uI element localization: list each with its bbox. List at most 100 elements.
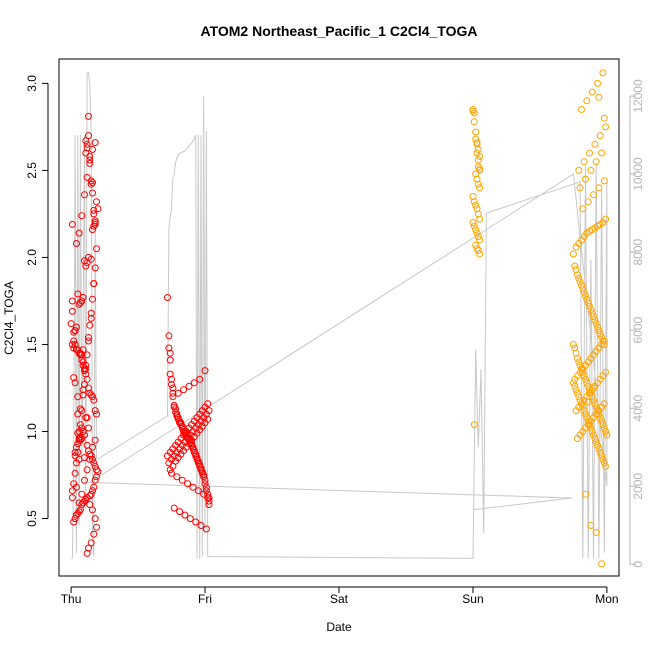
chart-title: ATOM2 Northeast_Pacific_1 C2Cl4_TOGA: [201, 23, 478, 39]
data-point: [71, 469, 79, 477]
data-point: [78, 212, 86, 220]
data-point: [185, 382, 193, 390]
data-point: [68, 487, 76, 495]
data-point: [82, 262, 90, 270]
data-point: [74, 290, 82, 298]
data-point: [174, 389, 182, 397]
data-point: [473, 229, 481, 237]
data-point: [196, 375, 204, 383]
data-point: [202, 483, 210, 491]
y-tick-label: 1.0: [25, 423, 39, 440]
data-point: [94, 468, 102, 476]
data-point: [582, 375, 589, 383]
data-point: [469, 193, 477, 200]
data-point: [576, 184, 584, 192]
data-point: [204, 490, 212, 498]
data-point: [586, 302, 593, 310]
data-point: [76, 299, 84, 307]
data-point: [86, 450, 94, 458]
data-point: [595, 184, 603, 192]
altitude-line-layer: [71, 72, 608, 559]
data-point: [205, 497, 213, 505]
data-point: [68, 297, 76, 305]
data-point: [596, 132, 604, 140]
data-point: [89, 226, 96, 234]
y2-tick-label: 10000: [631, 157, 645, 191]
y-axis-left: 0.5 1.0 1.5 2.0 2.5 3.0: [25, 75, 49, 527]
data-point: [76, 351, 84, 359]
data-point: [588, 88, 596, 96]
data-point: [89, 443, 96, 451]
data-point: [83, 140, 91, 148]
data-point: [72, 443, 80, 451]
data-point: [68, 494, 76, 502]
data-point: [588, 428, 596, 435]
data-point: [164, 294, 171, 301]
data-point: [189, 483, 197, 491]
data-point: [68, 341, 76, 348]
data-point: [579, 403, 587, 411]
data-point: [82, 149, 90, 157]
data-point: [75, 349, 83, 357]
data-point: [583, 295, 591, 303]
y-axis-right: 0 2000 4000 6000 8000 10000 12000: [629, 79, 645, 568]
data-point: [572, 386, 580, 394]
y-tick-label: 2.5: [25, 162, 39, 179]
altitude-series-line: [71, 72, 608, 559]
data-point: [200, 490, 208, 498]
data-point: [86, 153, 94, 160]
data-point: [596, 330, 604, 338]
data-point: [590, 191, 597, 199]
data-point: [168, 469, 175, 477]
data-point: [89, 455, 96, 463]
data-point: [473, 140, 481, 148]
data-point: [81, 381, 88, 388]
data-point: [200, 473, 208, 481]
data-point: [68, 307, 76, 315]
data-point: [91, 139, 99, 147]
data-point: [473, 205, 481, 213]
data-point: [578, 106, 585, 113]
data-point: [470, 118, 478, 126]
data-point: [75, 435, 83, 442]
data-point: [600, 459, 608, 467]
data-point: [584, 299, 592, 307]
data-point: [70, 337, 78, 345]
data-point: [595, 445, 603, 453]
data-point: [204, 400, 212, 408]
data-point: [602, 123, 610, 131]
data-point: [72, 459, 80, 467]
data-point: [75, 229, 83, 237]
data-point: [75, 300, 83, 308]
data-point: [588, 309, 596, 317]
x-axis: Thu Fri Sat Sun Mon: [61, 586, 619, 606]
data-point: [580, 407, 588, 415]
data-point: [470, 109, 478, 117]
data-point: [602, 215, 610, 223]
data-point: [580, 158, 588, 166]
data-point: [569, 341, 577, 348]
data-point: [85, 337, 92, 345]
data-point: [83, 414, 91, 422]
data-point: [473, 175, 481, 183]
data-point: [87, 314, 95, 322]
data-point: [579, 205, 587, 213]
data-point: [170, 504, 178, 512]
data-point: [600, 341, 608, 348]
data-point: [82, 370, 90, 378]
data-point: [87, 180, 95, 188]
data-point: [469, 107, 477, 115]
y-axis-title: C2Cl4_TOGA: [2, 281, 16, 355]
data-point: [70, 518, 78, 526]
x-tick-label: Sun: [462, 592, 483, 606]
data-point: [85, 132, 92, 140]
y-tick-label: 3.0: [25, 75, 39, 92]
data-point: [574, 271, 581, 279]
data-point: [603, 431, 611, 439]
x-tick-label: Mon: [595, 592, 618, 606]
data-point: [166, 356, 174, 364]
data-point: [86, 321, 94, 329]
data-point: [168, 375, 175, 383]
data-point: [476, 166, 484, 174]
